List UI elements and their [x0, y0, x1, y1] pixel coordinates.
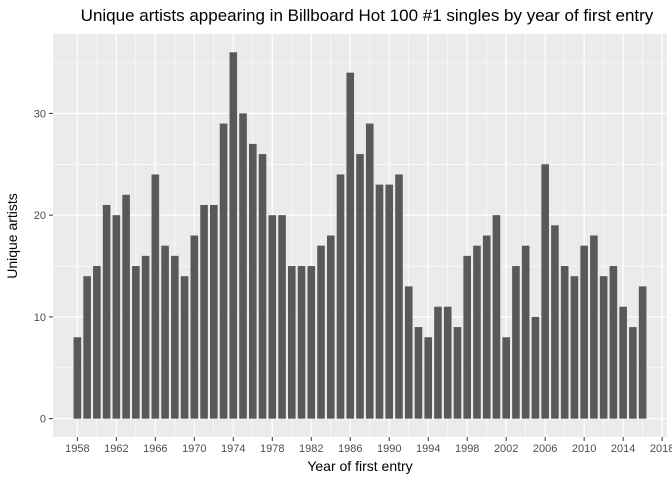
bar-2010: [580, 245, 588, 419]
x-tick-label: 2002: [494, 443, 518, 455]
bar-1998: [463, 255, 472, 419]
x-axis: 1958 1962 1966 1970 1974 1978 1982 1986 1990 1994…: [65, 437, 672, 455]
x-tick-label: 1974: [221, 443, 245, 455]
bar-1985: [336, 174, 345, 419]
bar-2006: [541, 164, 549, 419]
bar-1966: [151, 174, 160, 419]
bar-2007: [551, 225, 559, 419]
bar-1990: [385, 184, 394, 419]
bar-2009: [570, 276, 579, 419]
chart-title: Unique artists appearing in Billboard Ho…: [81, 6, 654, 25]
bar-1960: [93, 266, 101, 419]
x-tick-label: 2006: [533, 443, 557, 455]
x-tick-label: 1986: [338, 443, 362, 455]
bar-2003: [512, 266, 520, 419]
bar-1996: [443, 306, 452, 419]
y-tick-label: 10: [34, 312, 46, 324]
bar-2016: [638, 286, 647, 419]
y-axis: 0 10 20 30: [34, 108, 53, 426]
x-tick-label: 2018: [650, 443, 672, 455]
bar-1995: [434, 306, 442, 419]
bar-1977: [258, 154, 267, 419]
bar-2014: [619, 306, 627, 419]
bar-1967: [161, 245, 169, 419]
bar-2001: [492, 215, 501, 419]
bar-1968: [171, 255, 179, 419]
bar-2004: [521, 245, 530, 419]
bar-2005: [531, 316, 540, 419]
bar-1981: [297, 266, 306, 419]
bar-1986: [346, 72, 355, 419]
x-tick-label: 1990: [377, 443, 401, 455]
bar-1993: [414, 327, 423, 419]
bar-1982: [307, 266, 316, 419]
bar-1979: [278, 215, 286, 419]
x-tick-label: 1982: [299, 443, 323, 455]
bar-1983: [317, 245, 325, 419]
bar-1970: [190, 235, 199, 419]
bar-1975: [239, 113, 247, 419]
bar-1973: [219, 123, 228, 419]
bar-1988: [365, 123, 374, 419]
y-tick-label: 20: [34, 210, 46, 222]
bar-1962: [112, 215, 121, 419]
y-tick-label: 30: [34, 108, 46, 120]
bar-1965: [141, 255, 150, 419]
bar-1961: [102, 204, 111, 419]
bar-1974: [229, 52, 238, 419]
x-tick-label: 2014: [611, 443, 635, 455]
bar-1980: [287, 266, 296, 419]
bar-1969: [180, 276, 189, 419]
bar-1964: [132, 266, 140, 419]
x-tick-label: 1958: [65, 443, 89, 455]
bar-1959: [83, 276, 91, 419]
bar-2012: [599, 276, 608, 419]
bars: [73, 52, 647, 419]
bar-2011: [590, 235, 598, 419]
bar-1976: [248, 143, 257, 419]
bar-1991: [395, 174, 403, 419]
x-tick-label: 1994: [416, 443, 440, 455]
bar-1992: [404, 286, 413, 419]
bar-1989: [375, 184, 384, 419]
bar-1971: [200, 204, 208, 419]
bar-1997: [453, 327, 462, 419]
bar-1987: [356, 154, 364, 419]
x-tick-label: 1970: [182, 443, 206, 455]
bar-2000: [482, 235, 491, 419]
bar-1994: [424, 337, 433, 419]
bar-1999: [473, 245, 481, 419]
bar-1958: [73, 337, 82, 419]
bar-1978: [268, 215, 277, 419]
bar-2015: [629, 327, 637, 419]
bar-1963: [122, 194, 130, 419]
x-tick-label: 2010: [572, 443, 596, 455]
y-tick-label: 0: [40, 414, 46, 426]
x-tick-label: 1998: [455, 443, 479, 455]
bar-1984: [326, 235, 335, 419]
bar-2013: [609, 266, 618, 419]
y-axis-title: Unique artists: [4, 193, 20, 279]
x-tick-label: 1966: [143, 443, 167, 455]
bar-1972: [210, 204, 218, 419]
bar-2002: [502, 337, 510, 419]
x-tick-label: 1962: [104, 443, 128, 455]
bar-2008: [560, 266, 569, 419]
x-tick-label: 1978: [260, 443, 284, 455]
x-axis-title: Year of first entry: [307, 458, 412, 474]
